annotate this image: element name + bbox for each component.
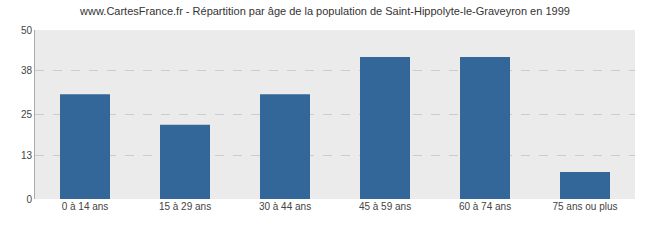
svg-text:0 à 14 ans: 0 à 14 ans xyxy=(62,201,109,212)
svg-text:0: 0 xyxy=(26,194,32,205)
svg-text:15 à 29 ans: 15 à 29 ans xyxy=(159,201,211,212)
svg-text:13: 13 xyxy=(21,150,33,161)
svg-text:38: 38 xyxy=(21,65,33,76)
svg-text:75 ans ou plus: 75 ans ou plus xyxy=(552,201,617,212)
svg-text:45 à 59 ans: 45 à 59 ans xyxy=(359,201,411,212)
svg-text:60 à 74 ans: 60 à 74 ans xyxy=(459,201,511,212)
svg-text:30 à 44 ans: 30 à 44 ans xyxy=(259,201,311,212)
svg-text:50: 50 xyxy=(21,25,33,36)
svg-text:25: 25 xyxy=(21,109,33,120)
svg-text:www.CartesFrance.fr - Répartit: www.CartesFrance.fr - Répartition par âg… xyxy=(79,5,570,17)
